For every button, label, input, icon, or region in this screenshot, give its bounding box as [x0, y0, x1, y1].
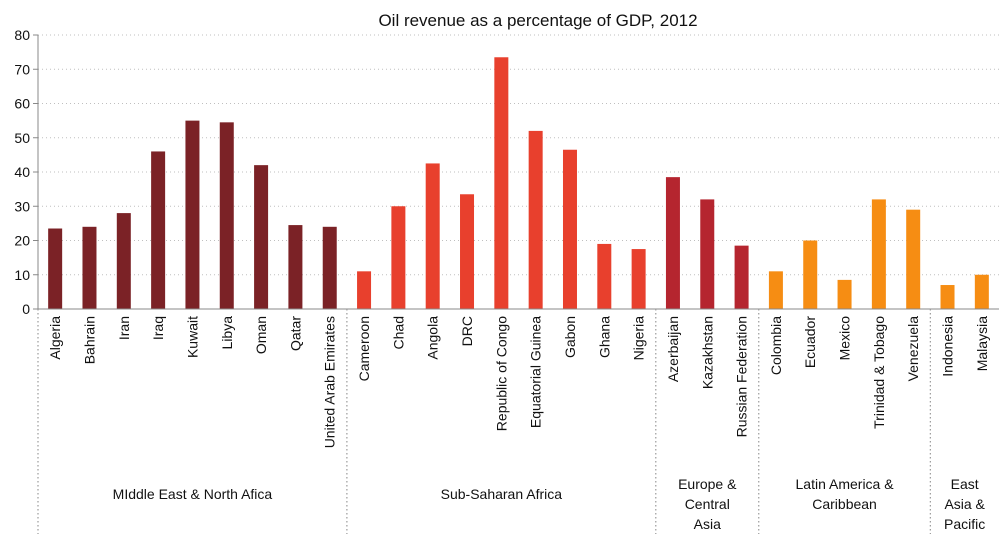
x-tick-label: Cameroon — [356, 316, 372, 381]
bar — [254, 165, 269, 309]
bar — [837, 279, 852, 309]
x-tick-label: Kazakhstan — [699, 316, 715, 389]
bar — [494, 57, 509, 310]
bar — [116, 213, 131, 309]
bar — [803, 240, 818, 309]
y-tick-label: 70 — [14, 61, 30, 77]
x-tick-label: Kuwait — [184, 316, 200, 358]
y-tick-label: 80 — [14, 27, 30, 43]
bar — [700, 199, 715, 309]
x-tick-label: Libya — [219, 316, 235, 350]
bar — [82, 226, 97, 309]
bar — [734, 245, 749, 309]
x-tick-label: Oman — [253, 316, 269, 354]
x-tick-label: Equatorial Guinea — [528, 316, 544, 428]
bar — [871, 199, 886, 309]
bar — [597, 243, 612, 309]
x-tick-label: Trinidad & Tobago — [871, 316, 887, 429]
x-tick-label: Qatar — [287, 316, 303, 351]
y-tick-label: 30 — [14, 198, 30, 214]
group-label: MIddle East & North Afica — [113, 486, 273, 502]
group-label: Sub-Saharan Africa — [441, 486, 563, 502]
bar — [940, 285, 955, 309]
x-tick-label: Algeria — [47, 316, 63, 360]
y-tick-label: 60 — [14, 96, 30, 112]
x-tick-label: Malaysia — [974, 316, 990, 371]
x-tick-label: Angola — [425, 316, 441, 360]
bar — [528, 130, 543, 309]
bar — [322, 226, 337, 309]
y-tick-label: 20 — [14, 233, 30, 249]
bar — [391, 206, 406, 309]
bar — [185, 120, 200, 309]
x-tick-label: Chad — [390, 316, 406, 349]
x-tick-label: Republic of Congo — [493, 316, 509, 431]
x-tick-label: Azerbaijan — [665, 316, 681, 382]
bar — [460, 194, 475, 309]
y-tick-label: 10 — [14, 267, 30, 283]
bar — [906, 209, 921, 309]
x-tick-label: Colombia — [768, 316, 784, 375]
x-tick-label: Ecuador — [802, 316, 818, 368]
bar — [562, 149, 577, 309]
x-tick-label: Nigeria — [631, 316, 647, 361]
x-tick-label: Indonesia — [940, 316, 956, 377]
bar — [219, 122, 234, 310]
bar — [151, 151, 166, 309]
x-tick-label: Mexico — [837, 316, 853, 361]
bar — [665, 177, 680, 309]
x-tick-label: Venezuela — [905, 316, 921, 382]
x-tick-label: DRC — [459, 316, 475, 346]
group-label: Latin America & Caribbean — [796, 476, 895, 512]
x-tick-label: Ghana — [596, 316, 612, 358]
x-tick-label: Russian Federation — [734, 316, 750, 437]
bar — [974, 274, 989, 309]
bar — [425, 163, 440, 309]
bar — [631, 249, 646, 309]
bar — [768, 271, 783, 309]
y-tick-label: 50 — [14, 130, 30, 146]
x-tick-label: United Arab Emirates — [322, 316, 338, 448]
x-tick-label: Iraq — [150, 316, 166, 340]
x-tick-label: Iran — [116, 316, 132, 340]
chart-title: Oil revenue as a percentage of GDP, 2012 — [378, 11, 697, 30]
bar — [357, 271, 372, 309]
bar — [288, 225, 303, 309]
y-tick-label: 0 — [22, 301, 30, 317]
x-tick-label: Bahrain — [81, 316, 97, 364]
y-tick-label: 40 — [14, 164, 30, 180]
group-label: Europe & Central Asia — [678, 476, 737, 532]
x-tick-label: Gabon — [562, 316, 578, 358]
group-label: East Asia & Pacific — [944, 476, 986, 532]
bar — [48, 228, 63, 309]
